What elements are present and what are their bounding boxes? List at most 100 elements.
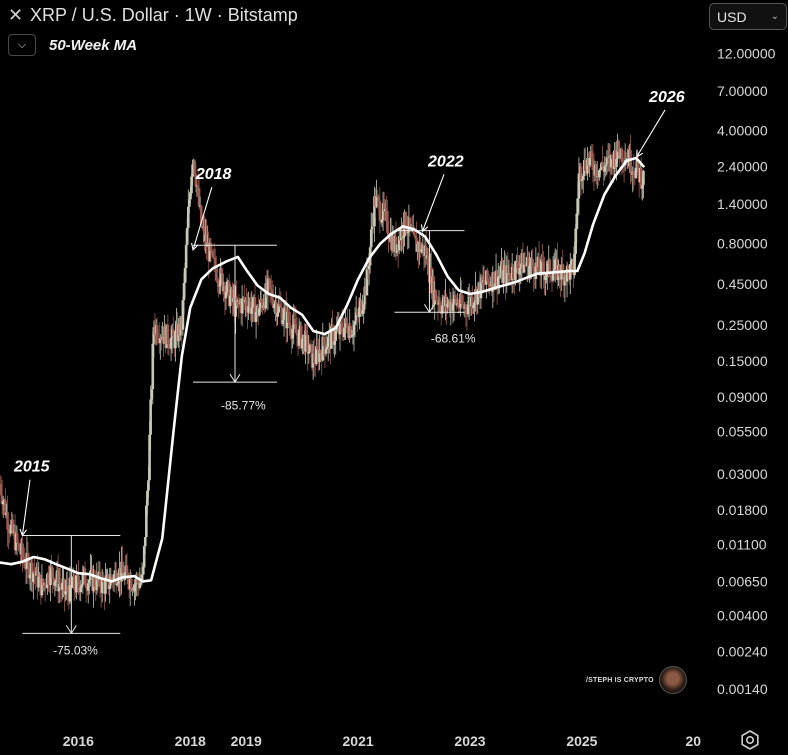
candle-body <box>312 353 316 364</box>
candle-body <box>219 268 222 286</box>
y-tick-label: 0.25000 <box>717 317 768 333</box>
candle-body <box>33 572 36 575</box>
candle-body <box>426 255 430 276</box>
candle-body <box>217 281 220 287</box>
candle-body <box>335 329 339 331</box>
candle-body <box>514 261 517 281</box>
candle-body <box>166 324 170 345</box>
candle-body <box>497 276 501 278</box>
watermark: /STEPH IS CRYPTO <box>586 666 687 694</box>
candle-body <box>259 299 262 309</box>
candle-body <box>104 579 107 594</box>
candle-body <box>603 166 607 172</box>
candle-body <box>83 568 87 586</box>
candle-body <box>482 280 486 284</box>
candle-body <box>1 501 5 505</box>
candle-body <box>260 299 263 303</box>
candle-body <box>436 300 440 305</box>
candle-body <box>174 330 177 349</box>
candle-body <box>272 299 275 309</box>
candle-body <box>521 253 525 273</box>
y-tick-label: 0.00400 <box>717 607 768 623</box>
candle-body <box>546 263 549 274</box>
candle-body <box>0 495 4 505</box>
candle-body <box>267 278 271 280</box>
candle-body <box>378 200 382 221</box>
candle-body <box>136 577 140 583</box>
candle-body <box>280 307 284 325</box>
price-series <box>0 133 645 612</box>
drawdown-label: -85.77% <box>221 399 266 413</box>
candle-body <box>549 276 553 279</box>
candle-body <box>279 305 283 308</box>
candle-body <box>629 150 632 173</box>
x-tick-label: 2025 <box>566 733 597 749</box>
annotation-arrow-shaft <box>421 174 445 232</box>
candle-body <box>142 546 146 568</box>
moving-average-series <box>0 156 645 583</box>
candle-body <box>9 524 13 534</box>
candle-body <box>108 585 112 590</box>
candle-body <box>460 293 463 305</box>
candle-body <box>231 289 234 303</box>
candle-body <box>81 573 85 585</box>
drawdown-marker: -85.77% <box>193 244 277 413</box>
indicator-toggle-button[interactable]: ⌵ <box>8 34 36 56</box>
y-tick-label: 4.00000 <box>717 122 768 138</box>
y-tick-label: 0.05500 <box>717 423 768 439</box>
candle-body <box>193 160 197 175</box>
candle-body <box>590 151 594 159</box>
candle-body <box>553 259 557 270</box>
candle-body <box>66 585 70 593</box>
candle-body <box>250 307 254 314</box>
candle-body <box>294 323 298 333</box>
candle-body <box>251 297 255 308</box>
candle-body <box>37 577 41 588</box>
candle-body <box>577 173 581 199</box>
candle-body <box>133 584 136 592</box>
candle-body <box>189 193 192 200</box>
candle-body <box>68 577 72 602</box>
candle-body <box>0 484 3 496</box>
candle-body <box>254 311 258 322</box>
candle-body <box>473 302 476 306</box>
candle-body <box>458 307 461 309</box>
candle-body <box>579 166 583 182</box>
candle-body <box>346 323 349 334</box>
candle-body <box>145 505 148 538</box>
y-tick-label: 0.00240 <box>717 643 768 659</box>
candle-body <box>528 266 531 277</box>
candle-body <box>86 583 90 591</box>
candle-body <box>228 295 232 306</box>
candle-body <box>370 225 374 230</box>
candle-body <box>197 187 201 206</box>
y-tick-label: 0.45000 <box>717 276 768 292</box>
candle-body <box>200 226 204 228</box>
candle-body <box>561 264 565 270</box>
settings-gear-icon[interactable] <box>739 729 761 751</box>
candle-body <box>621 161 625 163</box>
candle-body <box>367 265 371 270</box>
candle-body <box>434 289 438 301</box>
candle-body <box>570 260 573 265</box>
candle-body <box>343 327 346 338</box>
candle-body <box>214 269 218 281</box>
candle-body <box>640 168 643 189</box>
candle-body <box>316 346 319 349</box>
currency-select[interactable]: USD ⌄ <box>709 3 787 30</box>
candle-body <box>234 296 237 317</box>
candle-body <box>211 251 215 258</box>
candle-body <box>57 583 61 592</box>
candle-body <box>544 275 547 281</box>
y-tick-label: 0.03000 <box>717 466 768 482</box>
candle-body <box>266 278 270 293</box>
candle-body <box>586 157 589 174</box>
candle-body <box>268 279 272 288</box>
candle-body <box>181 300 185 330</box>
chevron-down-icon: ⌄ <box>770 11 779 22</box>
candle-body <box>492 272 496 290</box>
candle-body <box>110 577 114 580</box>
candle-body <box>345 318 348 324</box>
candle-body <box>276 312 279 317</box>
